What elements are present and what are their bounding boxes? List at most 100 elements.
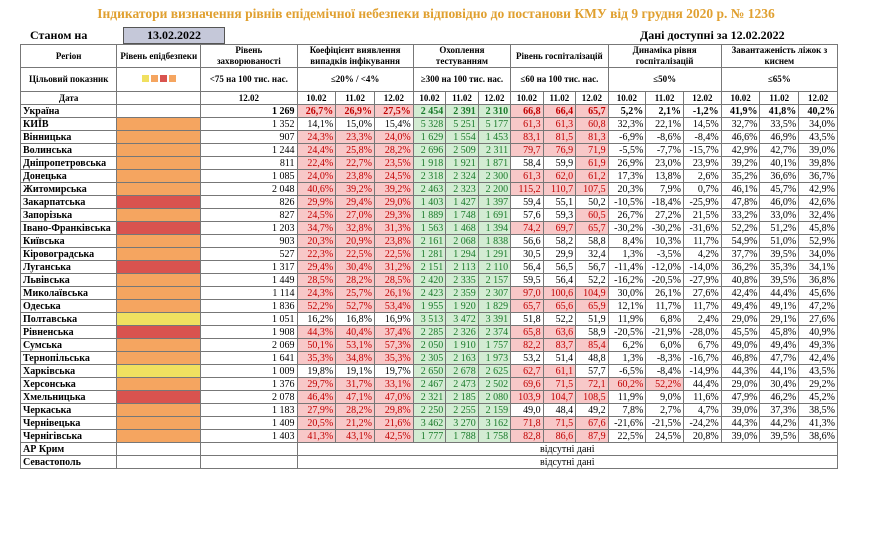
table-cell: 45,2% [798,390,838,404]
level-cell [116,273,202,287]
load-target: ≤65% [720,67,839,92]
table-cell: 83,7 [542,338,577,352]
table-cell: 1 453 [477,130,512,144]
table-cell: АР Крим [19,442,118,456]
table-cell: 34,0% [798,117,838,131]
table-cell [116,442,202,456]
table-cell: 65,8 [510,325,544,339]
table-cell: 29,7% [296,377,337,391]
table-cell: 103,9 [510,390,544,404]
table-cell: 45,8% [798,221,838,235]
table-cell: -16,2% [607,273,647,287]
table-cell: 903 [200,234,298,248]
table-cell: 49,0 [510,403,544,417]
table-cell: КИЇВ [19,117,118,131]
table-row: Севастополь відсутні дані [19,455,838,469]
table-cell: 52,2 [575,273,609,287]
level-cell [116,182,202,196]
table-cell: 1 085 [200,169,298,183]
header-detect: Коефіцієнт виявлення випадків інфікуванн… [296,44,414,68]
table-row: Одеська 1 836 52,2% 52,7% 53,4% 1 955 1 920 1 8… [19,299,838,313]
table-cell: 29,2% [798,377,838,391]
table-cell: -3,5% [645,247,684,261]
table-cell: 827 [200,208,298,222]
table-cell: 31,2% [374,260,414,274]
table-cell: 87,9 [575,429,609,443]
table-cell: -5,5% [607,143,647,157]
table-cell: Луганська [19,260,118,274]
table-cell: 25,7% [335,286,375,300]
table-cell: 39,0% [798,143,838,157]
table-cell: 11,7% [645,299,684,313]
table-cell: 2 255 [445,403,479,417]
table-cell: 42,5% [374,429,414,443]
table-cell: 42,9% [798,182,838,196]
table-cell: 47,0% [374,390,414,404]
table-cell: 50,1% [296,338,337,352]
table-row: Черкаська 1 183 27,9% 28,2% 29,8% 2 250 2 255 2… [19,403,838,417]
table-cell: 23,0% [645,156,684,170]
table-cell: 1 203 [200,221,298,235]
table-cell: Закарпатська [19,195,118,209]
table-cell: 83,1 [510,130,544,144]
table-cell: 51,9 [575,312,609,326]
table-cell: 1 294 [445,247,479,261]
table-cell: 62,0 [542,169,577,183]
table-cell: Сумська [19,338,118,352]
table-cell: 44,4% [759,286,800,300]
table-cell: 2 050 [412,338,447,352]
table-row: Чернівецька 1 409 20,5% 21,2% 21,6% 3 462 3 27… [19,416,838,430]
table-row: Тернопільська 1 641 35,3% 34,8% 35,3% 2 305 2 … [19,351,838,365]
date-col: 12.02 [200,91,298,105]
table-cell: -1,2% [682,104,722,118]
table-cell: 29,9 [542,247,577,261]
table-cell: 59,5 [510,273,544,287]
table-cell: 1 889 [412,208,447,222]
table-cell: 39,0% [720,429,761,443]
table-cell: 100,6 [542,286,577,300]
dyn-target: ≤50% [607,67,722,92]
table-cell: 34,1% [798,260,838,274]
table-cell: Київська [19,234,118,248]
table-cell: 2 078 [200,390,298,404]
table-cell: 37,4% [374,325,414,339]
table-cell: 58,2 [542,234,577,248]
table-cell: Херсонська [19,377,118,391]
table-cell: 1 468 [445,221,479,235]
table-cell: 41,3% [296,429,337,443]
table-cell: 39,5% [759,273,800,287]
missing-data-text: відсутні дані [296,442,838,456]
table-cell: 1 757 [477,338,512,352]
table-row: Кіровоградська 527 22,3% 22,5% 22,5% 1 281 1 2… [19,247,838,261]
table-cell: 19,8% [296,364,337,378]
table-cell: 24,5% [645,429,684,443]
table-cell: 48,8 [575,351,609,365]
table-cell: 39,5% [759,429,800,443]
table-cell: 25,8% [335,143,375,157]
table-row: Закарпатська 826 29,9% 29,4% 29,0% 1 403 1 427… [19,195,838,209]
level-cell [116,104,202,118]
table-cell: 22,5% [374,247,414,261]
table-cell: 19,1% [335,364,375,378]
table-cell: 2 311 [477,143,512,157]
table-cell: 41,9% [720,104,761,118]
table-cell: 1 352 [200,117,298,131]
table-cell: 2 318 [412,169,447,183]
table-cell: 47,8% [720,195,761,209]
table-cell: -15,7% [682,143,722,157]
table-cell: 28,2% [335,403,375,417]
table-cell: 2 110 [477,260,512,274]
table-cell: -18,4% [645,195,684,209]
table-row: Сумська 2 069 50,1% 53,1% 57,3% 2 050 1 910 1 7… [19,338,838,352]
table-cell: 8,4% [607,234,647,248]
table-cell: 27,6% [798,312,838,326]
table-cell: 43,5% [798,130,838,144]
table-row: Запорізька 827 24,5% 27,0% 29,3% 1 889 1 748 1 … [19,208,838,222]
table-cell: 3 270 [445,416,479,430]
table-cell: 32,7% [720,117,761,131]
table-cell [200,442,298,456]
table-cell: 76,9 [542,143,577,157]
table-cell: 28,2% [374,143,414,157]
page-title: Індикатори визначення рівнів епідемічної… [97,6,775,21]
level-cell [116,156,202,170]
